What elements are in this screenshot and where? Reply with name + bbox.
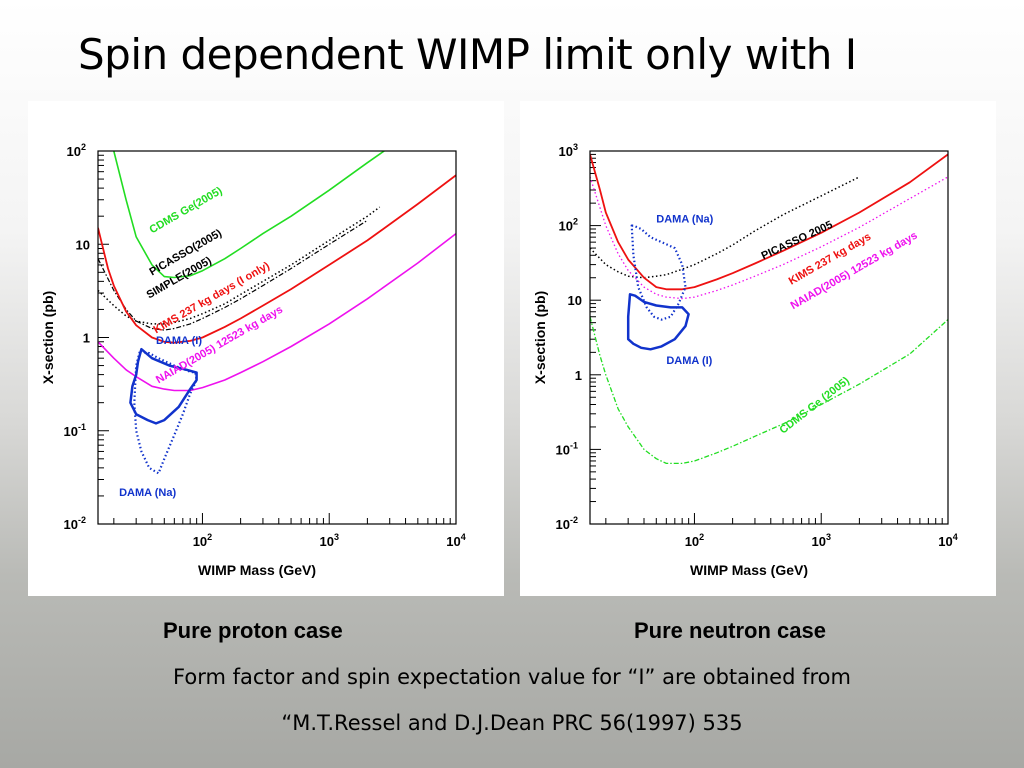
y-tick-label: 10 xyxy=(76,237,90,252)
y-axis-title: X-section (pb) xyxy=(40,291,56,384)
y-tick-label: 102 xyxy=(559,217,578,234)
y-tick-label: 1 xyxy=(575,368,582,383)
x-tick-label: 104 xyxy=(446,532,465,549)
chart-proton: CDMS Ge(2005)PICASSO(2005)SIMPLE(2005)KI… xyxy=(40,142,466,578)
slide-title: Spin dependent WIMP limit only with I xyxy=(78,30,857,79)
y-axis-title: X-section (pb) xyxy=(532,291,548,384)
series-picasso-2005 xyxy=(590,176,860,279)
series-kims-237-kg-days-i-only xyxy=(98,174,456,344)
series-picasso-2005 xyxy=(98,206,381,325)
y-tick-label: 102 xyxy=(67,142,86,159)
curve-label-dama-i: DAMA (I) xyxy=(156,335,202,347)
caption-neutron: Pure neutron case xyxy=(634,618,826,643)
chart-panel-neutron: DAMA (Na) PICASSO 2005 KIMS 237 kg days NAI… xyxy=(520,101,996,596)
footnote-line-2: “M.T.Ressel and D.J.Dean PRC 56(1997) 53… xyxy=(281,711,743,735)
chart-panel-proton: CDMS Ge(2005) PICASSO(2005) SIMPLE(2005) KI… xyxy=(28,101,504,596)
plot-frame xyxy=(97,150,457,525)
region-dama-i xyxy=(626,293,690,351)
caption-proton: Pure proton case xyxy=(163,618,343,643)
footnote-line-1: Form factor and spin expectation value f… xyxy=(173,665,851,689)
y-tick-label: 10 xyxy=(568,293,582,308)
y-tick-label: 10-1 xyxy=(64,422,86,439)
x-axis-title: WIMP Mass (GeV) xyxy=(690,562,808,578)
x-axis-title: WIMP Mass (GeV) xyxy=(198,562,316,578)
plot-frame xyxy=(589,150,949,525)
series-simple-2005 xyxy=(98,219,368,331)
x-tick-label: 102 xyxy=(685,532,704,549)
curve-label-cdms-ge-2005: CDMS Ge(2005) xyxy=(148,185,225,237)
series-cdms-ge-2005 xyxy=(590,316,948,465)
y-tick-label: 1 xyxy=(83,331,90,346)
region-dama-na xyxy=(630,224,687,321)
x-tick-label: 102 xyxy=(193,532,212,549)
series-cdms-ge-2005 xyxy=(113,151,386,279)
curve-label-cdms-ge-2005: CDMS Ge (2005) xyxy=(778,375,853,437)
series-naiad-2005-12523-kg-days xyxy=(590,176,948,300)
y-tick-label: 10-2 xyxy=(556,515,578,532)
curve-label-dama-i: DAMA (I) xyxy=(666,355,712,367)
x-tick-label: 104 xyxy=(938,532,957,549)
x-tick-label: 103 xyxy=(811,532,830,549)
curve-label-dama-na: DAMA (Na) xyxy=(119,487,176,499)
series-naiad-2005-12523-kg-days xyxy=(98,232,456,392)
y-tick-label: 103 xyxy=(559,142,578,159)
x-tick-label: 103 xyxy=(319,532,338,549)
y-tick-label: 10-2 xyxy=(64,515,86,532)
series-kims-237-kg-days xyxy=(590,153,948,291)
y-tick-label: 10-1 xyxy=(556,440,578,457)
curve-label-dama-na: DAMA (Na) xyxy=(656,214,713,226)
